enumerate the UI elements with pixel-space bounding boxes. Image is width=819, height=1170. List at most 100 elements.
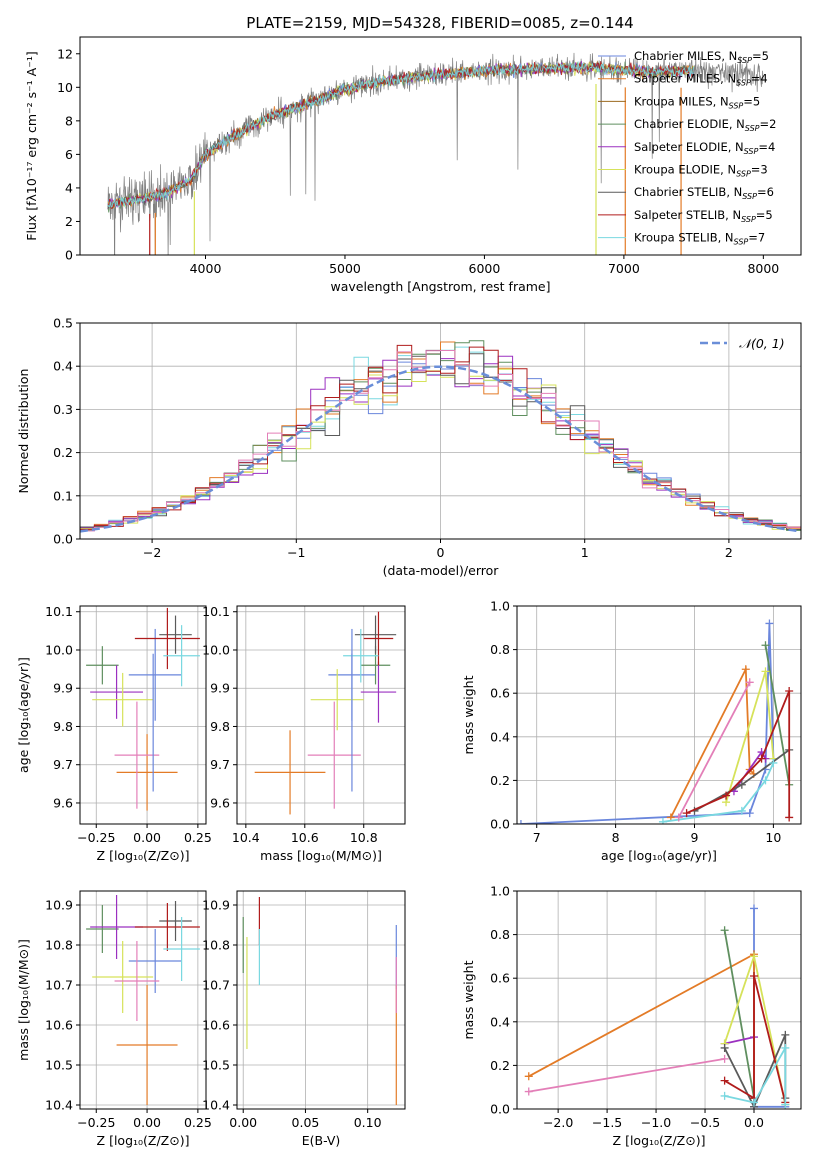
y-tick-label: 10.0 <box>45 642 73 657</box>
x-tick-label: 0.0 <box>744 1115 764 1130</box>
y-tick-label: 10.4 <box>202 1098 230 1113</box>
model-line <box>107 61 694 210</box>
plot-area <box>524 904 790 1109</box>
weight-line <box>723 1034 787 1109</box>
axes-frame <box>236 890 406 1110</box>
y-axis-label: mass weight <box>461 960 476 1039</box>
legend: 𝒩(0, 1) <box>700 336 785 351</box>
weight-line <box>528 1058 725 1093</box>
y-tick-label: 0.0 <box>490 817 510 832</box>
y-tick-label: 0.6 <box>490 971 510 986</box>
weight-marker <box>761 667 770 676</box>
weight-marker <box>769 758 778 767</box>
x-tick-label: −0.25 <box>77 1115 115 1130</box>
panel-age-vs-mass: 10.4 10.6 10.8 9.6 9.7 9.8 9.9 10.0 10.1 mass [lo… <box>202 604 406 863</box>
plot-area <box>86 607 200 811</box>
y-tick-label: 10.4 <box>45 1098 73 1113</box>
y-tick-label: 9.7 <box>210 757 230 772</box>
x-tick-label: 5000 <box>329 261 361 276</box>
y-tick-label: 8 <box>65 113 73 128</box>
y-tick-label: 9.7 <box>53 757 73 772</box>
weight-marker <box>749 972 758 981</box>
y-tick-label: 2 <box>65 214 73 229</box>
x-tick-label: −0.5 <box>690 1115 720 1130</box>
x-tick-label: −1.5 <box>592 1115 622 1130</box>
x-tick-label: −1 <box>287 545 305 560</box>
legend-label: Kroupa MILES, NSSP=5 <box>634 94 760 110</box>
weight-line <box>724 975 787 1103</box>
x-tick-label: 10.8 <box>350 830 378 845</box>
plot-area <box>86 895 200 1105</box>
x-tick-label: 0.00 <box>229 1115 257 1130</box>
y-tick-label: 10.5 <box>45 1058 73 1073</box>
x-tick-label: 0.25 <box>184 830 212 845</box>
x-tick-label: 0.05 <box>292 1115 320 1130</box>
axes-frame <box>79 322 802 540</box>
weight-marker <box>524 1087 533 1096</box>
y-tick-label: 9.6 <box>210 795 230 810</box>
histogram-step <box>80 350 801 532</box>
y-tick-label: 0.2 <box>53 445 73 460</box>
weight-marker <box>781 1030 790 1039</box>
y-axis-label: Normed distribution <box>16 369 31 494</box>
y-tick-label: 0.4 <box>490 729 510 744</box>
weight-marker <box>722 791 731 800</box>
x-tick-label: 7 <box>533 830 541 845</box>
y-tick-label: 10.1 <box>202 604 230 619</box>
y-tick-label: 0.8 <box>490 642 510 657</box>
weight-line <box>669 665 755 818</box>
x-tick-label: 8 <box>612 830 620 845</box>
y-tick-label: 9.6 <box>53 795 73 810</box>
panel-mass-weight-vs-age: 7 8 9 10 0.0 0.2 0.4 0.6 0.8 1.0 age [log₁₀(age/yr… <box>461 599 802 863</box>
y-tick-label: 10.8 <box>202 938 230 953</box>
panel-mass-vs-EBV: 0.00 0.05 0.10 10.4 10.5 10.6 10.7 10.8 10.9 E(B-… <box>202 890 406 1148</box>
legend-label: Salpeter MILES, NSSP=4 <box>634 72 768 88</box>
weight-line <box>528 952 755 1099</box>
weight-marker <box>682 809 691 818</box>
weight-line <box>520 623 775 824</box>
plot-area <box>517 619 794 824</box>
y-tick-label: 1.0 <box>490 884 510 899</box>
x-tick-label: −2.0 <box>543 1115 573 1130</box>
axes-frame <box>79 890 207 1110</box>
weight-line <box>724 1044 787 1105</box>
weight-marker <box>781 1043 790 1052</box>
weight-marker <box>749 904 758 913</box>
y-tick-label: 9.8 <box>53 719 73 734</box>
panel-mass-vs-Z: −0.25 0.00 0.25 10.4 10.5 10.6 10.7 10.8 10.9 Z [… <box>16 890 212 1148</box>
x-tick-label: 0.10 <box>354 1115 382 1130</box>
y-axis-label: age [log₁₀(age/yr)] <box>16 657 31 773</box>
y-tick-label: 0.4 <box>53 359 73 374</box>
y-tick-label: 0.6 <box>490 686 510 701</box>
model-line <box>107 61 695 208</box>
y-tick-label: 0.1 <box>53 488 73 503</box>
y-tick-label: 4 <box>65 180 73 195</box>
weight-line <box>677 681 751 818</box>
weight-marker <box>741 665 750 674</box>
x-tick-label: 1 <box>581 545 589 560</box>
legend-label: Kroupa ELODIE, NSSP=3 <box>634 163 768 179</box>
panel-mass-weight-vs-Z: −2.0 −1.5 −1.0 −0.5 0.0 0.0 0.2 0.4 0.6 0.8 1.0 Z [… <box>461 884 802 1148</box>
plot-area <box>254 611 397 815</box>
x-axis-label: Z [log₁₀(Z/Z⊙)] <box>613 1133 706 1148</box>
histogram-step <box>80 344 801 530</box>
y-tick-label: 1.0 <box>490 599 510 614</box>
plot-area <box>107 52 764 255</box>
y-tick-label: 10.1 <box>45 604 73 619</box>
x-tick-label: 0.25 <box>184 1115 212 1130</box>
legend: Chabrier MILES, NSSP=5 Salpeter MILES, NS… <box>598 49 776 247</box>
y-tick-label: 9.9 <box>53 681 73 696</box>
weight-line <box>724 1036 755 1045</box>
x-tick-label: −0.25 <box>77 830 115 845</box>
model-line <box>107 61 695 209</box>
weight-marker <box>737 806 746 815</box>
x-axis-label: Z [log₁₀(Z/Z⊙)] <box>97 1133 190 1148</box>
panel-spectrum: 4000 5000 6000 7000 8000 0 2 4 6 8 10 12 wavelength … <box>24 36 802 294</box>
x-tick-label: 9 <box>691 830 699 845</box>
model-line <box>107 61 695 209</box>
legend-label: Salpeter STELIB, NSSP=5 <box>634 208 773 224</box>
y-tick-label: 0 <box>65 248 73 263</box>
weight-line <box>723 930 755 1099</box>
weight-marker <box>674 813 683 822</box>
y-tick-label: 10.7 <box>202 978 230 993</box>
